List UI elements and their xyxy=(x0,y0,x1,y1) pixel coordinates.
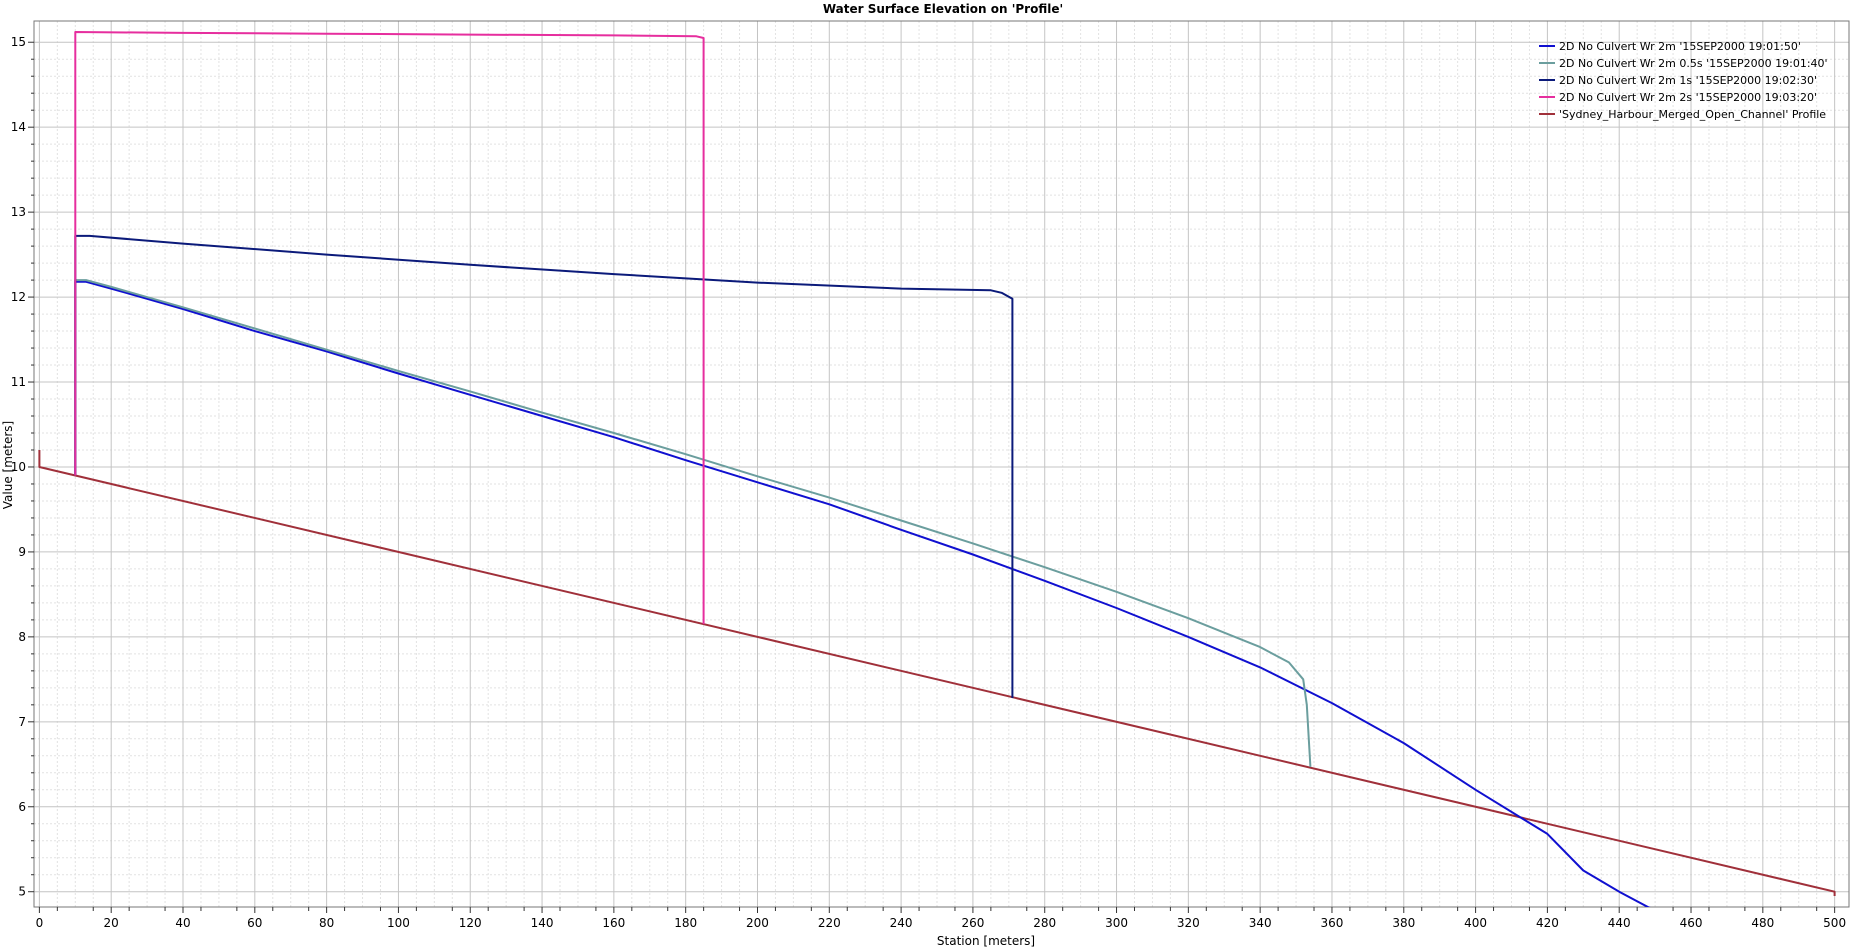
legend-entry-3: 2D No Culvert Wr 2m 1s '15SEP2000 19:02:… xyxy=(1559,74,1817,87)
x-tick-label: 140 xyxy=(531,916,554,930)
x-tick-label: 500 xyxy=(1823,916,1846,930)
series-line-5 xyxy=(38,450,1836,896)
legend: 2D No Culvert Wr 2m '15SEP2000 19:01:50'… xyxy=(1539,40,1828,121)
y-tick-label: 8 xyxy=(18,630,26,644)
x-tick-label: 160 xyxy=(602,916,625,930)
series-line-1 xyxy=(74,280,1651,907)
series-line-4 xyxy=(74,31,705,625)
x-tick-label: 220 xyxy=(818,916,841,930)
y-tick-label: 10 xyxy=(11,460,26,474)
x-tick-label: 400 xyxy=(1464,916,1487,930)
x-tick-label: 20 xyxy=(104,916,119,930)
plot-frame xyxy=(33,20,1850,908)
x-tick-label: 80 xyxy=(319,916,334,930)
major-grid xyxy=(34,21,1849,907)
x-tick-label: 0 xyxy=(36,916,44,930)
y-tick-label: 15 xyxy=(11,35,26,49)
x-tick-label: 40 xyxy=(175,916,190,930)
x-tick-label: 480 xyxy=(1751,916,1774,930)
x-tick-label: 120 xyxy=(459,916,482,930)
x-tick-label: 440 xyxy=(1608,916,1631,930)
series-layer xyxy=(38,31,1836,907)
y-tick-label: 14 xyxy=(11,120,26,134)
minor-grid xyxy=(34,21,1849,907)
y-tick-label: 7 xyxy=(18,715,26,729)
y-tick-label: 6 xyxy=(18,800,26,814)
x-tick-label: 380 xyxy=(1392,916,1415,930)
x-axis-ticks: 0 20 40 60 80 100 120 140 160 180 200 220 240 260 280 3… xyxy=(36,907,1846,930)
legend-entry-2: 2D No Culvert Wr 2m 0.5s '15SEP2000 19:0… xyxy=(1559,57,1828,70)
series-line-2 xyxy=(74,279,1312,767)
chart-title: Water Surface Elevation on 'Profile' xyxy=(823,2,1063,16)
x-tick-label: 360 xyxy=(1321,916,1344,930)
x-tick-label: 240 xyxy=(890,916,913,930)
legend-entry-4: 2D No Culvert Wr 2m 2s '15SEP2000 19:03:… xyxy=(1559,91,1817,104)
y-tick-label: 11 xyxy=(11,375,26,389)
legend-entry-1: 2D No Culvert Wr 2m '15SEP2000 19:01:50' xyxy=(1559,40,1801,53)
legend-entry-5: 'Sydney_Harbour_Merged_Open_Channel' Pro… xyxy=(1559,108,1826,121)
x-tick-label: 460 xyxy=(1680,916,1703,930)
y-axis-ticks: 5 6 7 8 9 10 11 12 13 14 15 xyxy=(11,35,34,899)
x-tick-label: 320 xyxy=(1177,916,1200,930)
y-tick-label: 13 xyxy=(11,205,26,219)
y-tick-label: 9 xyxy=(18,545,26,559)
x-tick-label: 200 xyxy=(746,916,769,930)
x-tick-label: 340 xyxy=(1249,916,1272,930)
x-tick-label: 280 xyxy=(1033,916,1056,930)
y-axis-label: Value [meters] xyxy=(1,421,15,509)
x-tick-label: 420 xyxy=(1536,916,1559,930)
x-axis-label: Station [meters] xyxy=(937,934,1035,948)
x-tick-label: 180 xyxy=(674,916,697,930)
x-tick-label: 100 xyxy=(387,916,410,930)
y-tick-label: 5 xyxy=(18,885,26,899)
y-tick-label: 12 xyxy=(11,290,26,304)
x-tick-label: 60 xyxy=(247,916,262,930)
x-tick-label: 300 xyxy=(1105,916,1128,930)
x-tick-label: 260 xyxy=(961,916,984,930)
series-line-3 xyxy=(74,234,1014,698)
